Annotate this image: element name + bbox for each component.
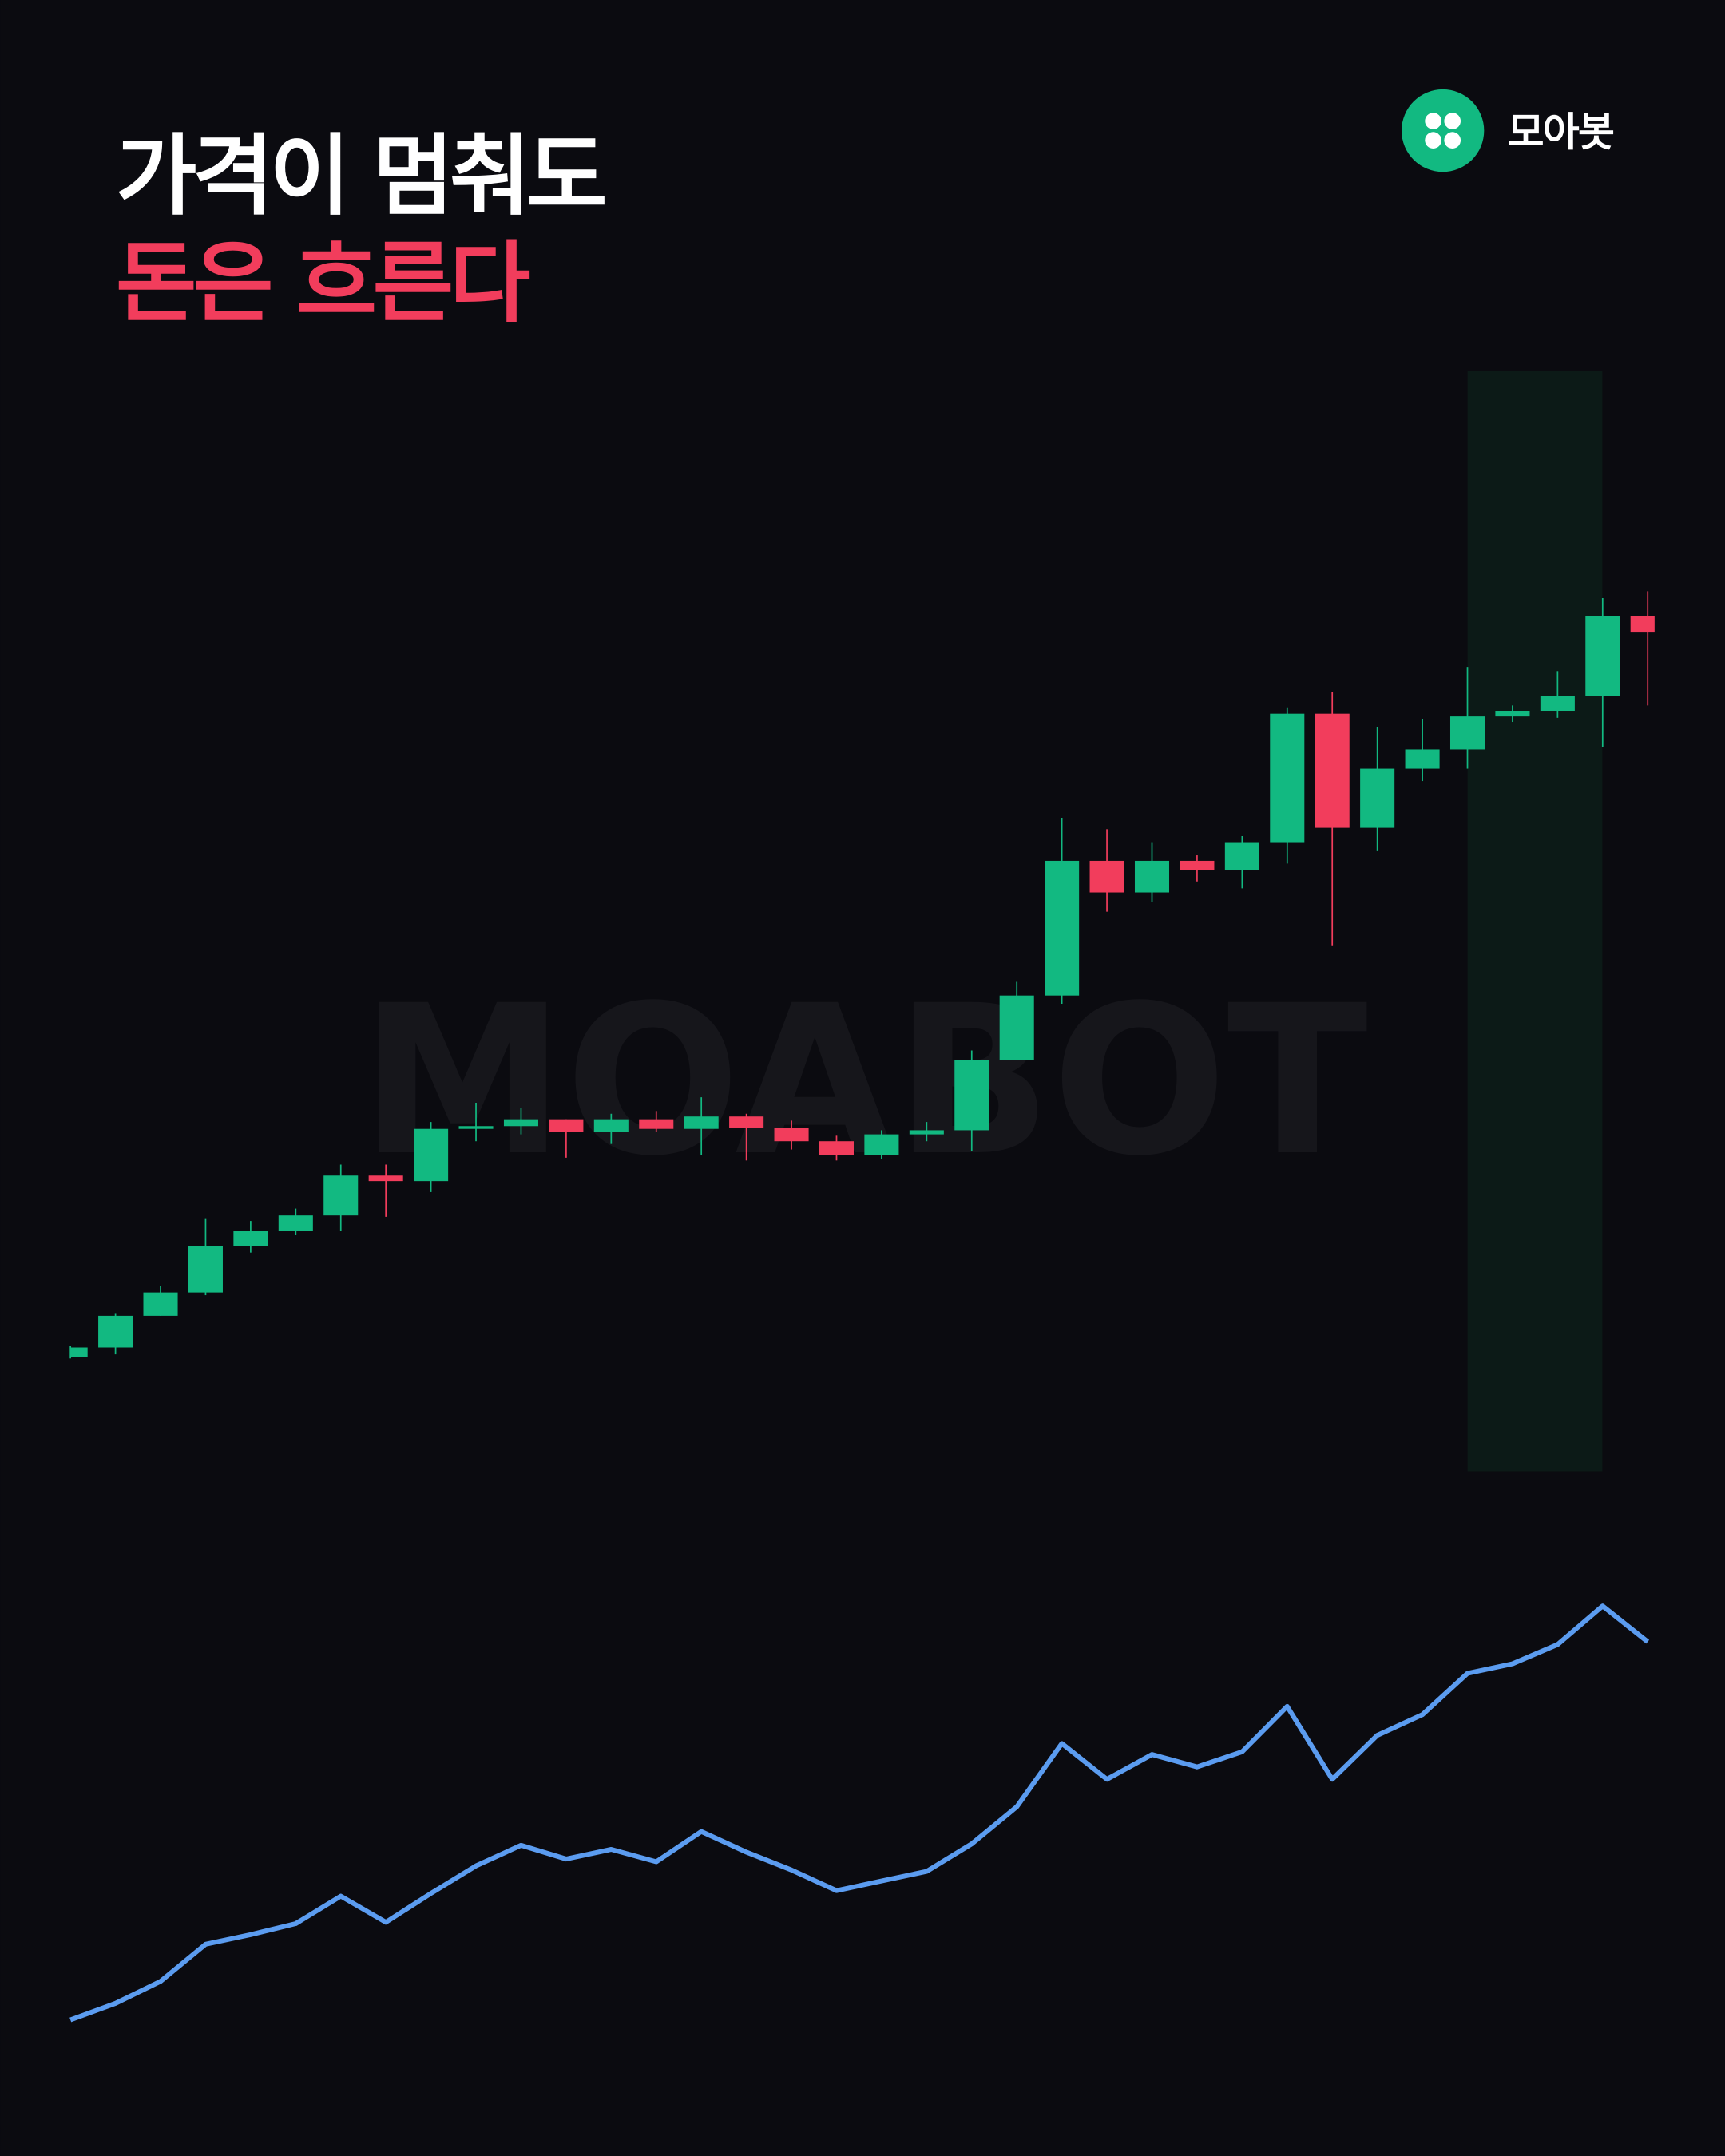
candle-body (1045, 860, 1080, 996)
candle-body (774, 1127, 809, 1142)
candle-body (233, 1231, 268, 1246)
candle-body (864, 1134, 899, 1155)
title-line-1: 가격이 멈춰도 (116, 125, 605, 227)
title-line-2: 돈은 흐른다 (116, 232, 530, 335)
candle-body (1360, 768, 1395, 828)
candle-body (1449, 716, 1485, 750)
candle-body (368, 1175, 403, 1182)
logo-icon (1425, 113, 1461, 149)
candle-body (1134, 860, 1170, 893)
candle-body (1495, 711, 1530, 717)
candle-body (503, 1119, 538, 1127)
logo: 모아봇 (1402, 89, 1616, 172)
candle-body (1270, 713, 1305, 843)
candle-body (1315, 713, 1350, 828)
candle-body (639, 1119, 674, 1129)
candle-body (188, 1246, 223, 1293)
candle-body (414, 1128, 449, 1182)
highlight-band (1467, 371, 1603, 1472)
candle-body (729, 1116, 764, 1128)
candle-body (999, 995, 1034, 1060)
candle-body (593, 1119, 629, 1132)
candle-body (819, 1141, 855, 1155)
candle-body (1224, 842, 1259, 870)
candle-body (70, 1347, 88, 1357)
candle-body (954, 1060, 989, 1131)
candle-body (909, 1130, 944, 1135)
brand-name: 모아봇 (1508, 109, 1614, 156)
candle-body (1540, 696, 1575, 711)
watermark: MOABOT (360, 961, 1370, 1201)
candle-body (1405, 749, 1440, 769)
candle-body (278, 1215, 313, 1231)
candle-body (323, 1175, 359, 1216)
candle-body (143, 1292, 178, 1316)
candle-body (1089, 860, 1124, 893)
candle-body (1180, 860, 1215, 870)
candle-body (684, 1116, 719, 1129)
line (69, 1603, 1650, 2023)
candle-body (98, 1315, 133, 1348)
candle-body (1585, 616, 1620, 696)
candle-body (458, 1126, 494, 1129)
candle-body (1630, 616, 1655, 633)
candle-body (549, 1119, 584, 1132)
